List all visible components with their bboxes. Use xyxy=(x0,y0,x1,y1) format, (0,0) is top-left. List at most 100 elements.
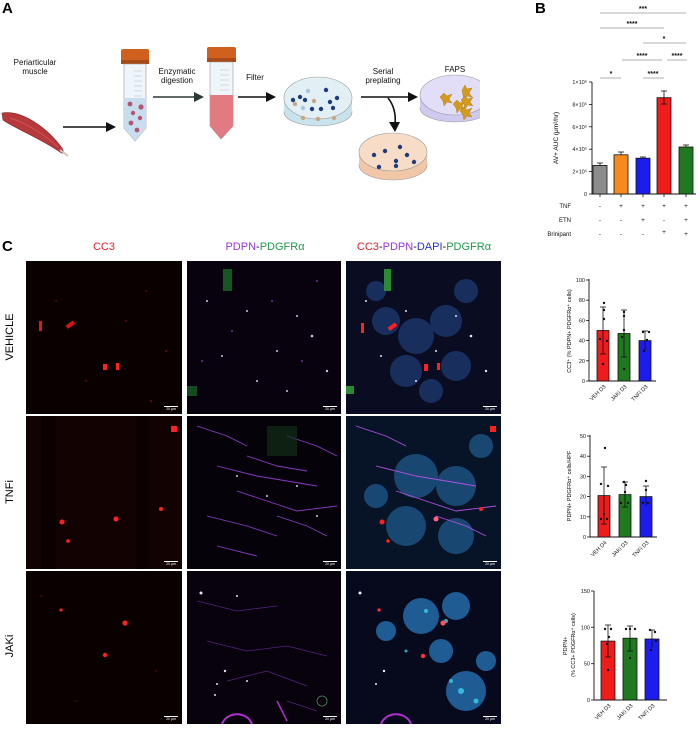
svg-text:TNFi D3: TNFi D3 xyxy=(632,540,651,559)
svg-text:PDPN+ (% CC3+ PDGFRα⁺ cell: PDPN+ (% CC3+ PDGFRα⁺ cells) xyxy=(563,613,577,677)
column-header-pdpn-pdgfra: PDPN-PDGFRα xyxy=(225,241,305,253)
svg-text:+: + xyxy=(641,217,645,224)
scale-bar: 20 μm xyxy=(164,716,178,721)
svg-text:-: - xyxy=(663,217,665,224)
sig-label: * xyxy=(663,36,666,43)
panel-a-workflow-diagram xyxy=(1,47,480,181)
svg-text:+: + xyxy=(662,229,666,236)
micrograph-vehicle-merge: 20 μm xyxy=(346,261,501,414)
svg-text:Brinipant: Brinipant xyxy=(547,232,571,238)
svg-text:PDPN+ PDGFRα⁺ cells/HPF: PDPN+ PDGFRα⁺ cells/HPF xyxy=(566,450,573,521)
scale-bar: 20 μm xyxy=(323,406,337,411)
step-label-faps: FAPS xyxy=(444,65,466,74)
petri-dish-faps-icon xyxy=(419,74,480,123)
petri-dish-mixed-icon xyxy=(283,76,353,127)
micrograph-tnfi-merge: 20 μm xyxy=(346,416,501,569)
panel-a-letter: A xyxy=(2,0,13,17)
sig-label: **** xyxy=(627,21,638,28)
muscle-icon xyxy=(1,112,69,157)
svg-text:40: 40 xyxy=(579,339,585,345)
chart-cc3-percent: 0 20 40 60 80 100 CC3⁺ (% PDPN+ PDGFRα⁺ … xyxy=(566,278,656,403)
svg-text:1×10⁶: 1×10⁶ xyxy=(572,79,587,86)
svg-text:+: + xyxy=(684,231,688,238)
scale-bar: 20 μm xyxy=(164,406,178,411)
step-label-filter: Filter xyxy=(246,73,264,82)
svg-text:80: 80 xyxy=(579,298,585,304)
axis-label-y: AV+ AUC (μm²/hr) xyxy=(553,112,560,164)
svg-text:JAKi D3: JAKi D3 xyxy=(611,540,629,558)
svg-text:-: - xyxy=(599,231,601,238)
tube-cells-icon xyxy=(121,49,149,142)
sig-label: **** xyxy=(637,53,648,60)
step-label-preplating: Serial preplating xyxy=(365,67,401,85)
svg-text:-: - xyxy=(599,203,601,210)
svg-text:60: 60 xyxy=(579,318,585,324)
svg-text:20: 20 xyxy=(579,359,585,365)
svg-text:JAKi D3: JAKi D3 xyxy=(616,703,634,721)
micrograph-jaki-cc3: 20 μm xyxy=(26,571,182,724)
sig-label: **** xyxy=(672,53,683,60)
scale-bar: 20 μm xyxy=(164,561,178,566)
svg-text:100: 100 xyxy=(581,625,590,631)
sig-label: **** xyxy=(648,71,659,78)
svg-text:8×10⁵: 8×10⁵ xyxy=(572,101,587,108)
svg-text:150: 150 xyxy=(581,589,590,595)
svg-text:TNFi D3: TNFi D3 xyxy=(638,703,657,722)
panel-b-bar-chart: *** **** * **** **** * **** 0 2×10⁵ 4×10… xyxy=(547,6,696,238)
step-label-muscle: Periarticular muscle xyxy=(13,58,57,76)
sig-label: *** xyxy=(639,6,647,13)
row-label-tnfi: TNFi xyxy=(4,480,16,504)
micrograph-jaki-merge: 20 μm xyxy=(346,571,501,724)
sig-label: * xyxy=(610,71,613,78)
chart-pdpn-percent-cc3: 0 50 100 150 PDPN+ (% CC3+ PDGFRα⁺ cells… xyxy=(563,589,667,722)
column-header-merge: CC3-PDPN-DAPI-PDGFRα xyxy=(356,241,492,253)
arrow-right-icon xyxy=(153,92,204,102)
arrow-right-icon xyxy=(361,92,418,102)
svg-text:0: 0 xyxy=(587,698,590,704)
arrow-right-icon xyxy=(63,122,116,132)
arrow-curved-down-icon xyxy=(387,97,400,132)
svg-text:VEH D3: VEH D3 xyxy=(594,703,612,721)
micrograph-tnfi-cc3: 20 μm xyxy=(26,416,182,569)
svg-text:0: 0 xyxy=(583,535,586,541)
chart-pdpn-pdgfra-cells-hpf: 0 10 20 30 40 50 PDPN+ PDGFRα⁺ cells/HPF… xyxy=(566,434,657,559)
scale-bar: 20 μm xyxy=(483,716,497,721)
micrograph-vehicle-cc3: 20 μm xyxy=(26,261,182,414)
row-label-vehicle: VEHICLE xyxy=(4,313,16,361)
svg-text:VEH D4: VEH D4 xyxy=(590,540,608,558)
scale-bar: 20 μm xyxy=(323,716,337,721)
scale-bar: 20 μm xyxy=(483,561,497,566)
svg-text:40: 40 xyxy=(580,454,586,460)
micrograph-tnfi-pdpn-pdgfra: 20 μm xyxy=(187,416,341,569)
svg-text:10: 10 xyxy=(580,515,586,521)
scale-bar: 20 μm xyxy=(323,561,337,566)
svg-text:0: 0 xyxy=(584,192,587,198)
svg-text:-: - xyxy=(620,217,622,224)
svg-text:100: 100 xyxy=(576,278,585,284)
svg-text:20: 20 xyxy=(580,495,586,501)
svg-text:50: 50 xyxy=(584,662,590,668)
svg-text:+: + xyxy=(684,217,688,224)
svg-text:ETN: ETN xyxy=(559,218,571,224)
svg-text:0: 0 xyxy=(582,379,585,385)
micrograph-vehicle-pdpn-pdgfra: 20 μm xyxy=(187,261,341,414)
column-header-cc3: CC3 xyxy=(92,241,115,253)
panel-c-letter: C xyxy=(2,238,13,255)
svg-text:JAKi D3: JAKi D3 xyxy=(610,384,628,402)
svg-text:-: - xyxy=(642,231,644,238)
svg-text:4×10⁵: 4×10⁵ xyxy=(572,146,587,153)
svg-text:-: - xyxy=(599,217,601,224)
arrow-right-icon xyxy=(238,92,276,102)
micrograph-jaki-pdpn-pdgfra: 20 μm xyxy=(187,571,341,724)
svg-text:TNFi D3: TNFi D3 xyxy=(631,384,650,403)
panel-b-letter: B xyxy=(535,0,546,17)
svg-text:30: 30 xyxy=(580,474,586,480)
svg-text:6×10⁵: 6×10⁵ xyxy=(572,124,587,131)
svg-text:+: + xyxy=(641,203,645,210)
svg-text:CC3⁺ (% PDPN+ PDGFRα⁺ cells): CC3⁺ (% PDPN+ PDGFRα⁺ cells) xyxy=(566,289,573,373)
svg-text:+: + xyxy=(619,203,623,210)
tube-digested-icon xyxy=(207,47,236,140)
svg-text:TNF: TNF xyxy=(559,204,571,210)
scale-bar: 20 μm xyxy=(483,406,497,411)
svg-text:2×10⁵: 2×10⁵ xyxy=(572,169,587,176)
